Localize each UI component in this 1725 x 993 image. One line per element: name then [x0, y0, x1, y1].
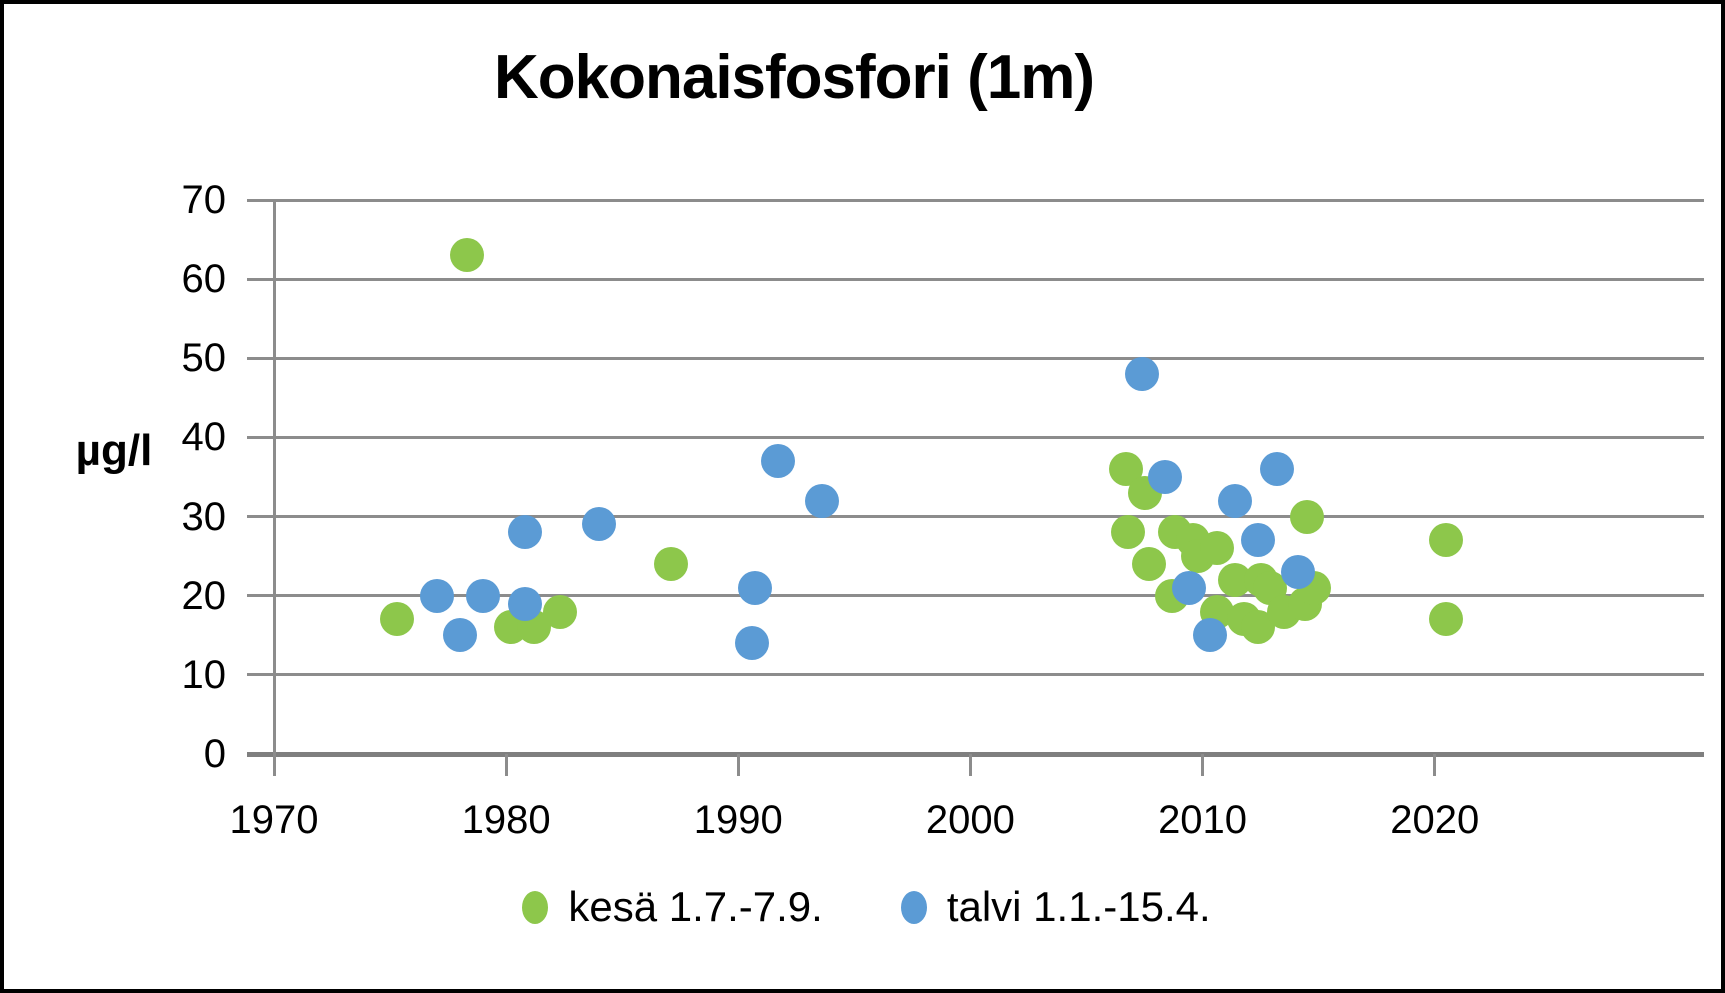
- x-tick-mark: [1201, 754, 1205, 776]
- gridline: [274, 198, 1704, 202]
- x-tick-mark: [736, 754, 740, 776]
- y-axis-line: [272, 200, 276, 757]
- data-point-kesa: [380, 602, 415, 637]
- gridline: [274, 435, 1704, 439]
- data-point-talvi: [737, 570, 772, 605]
- gridline: [274, 356, 1704, 360]
- data-point-kesa: [1132, 547, 1167, 582]
- data-point-talvi: [804, 483, 839, 518]
- y-tick-label: 70: [181, 178, 227, 222]
- gridline: [274, 594, 1704, 598]
- x-tick-label: 1970: [229, 798, 319, 842]
- data-point-kesa: [1111, 515, 1146, 550]
- gridline: [274, 515, 1704, 519]
- x-tick-mark: [1433, 754, 1437, 776]
- x-tick-label: 2010: [1158, 798, 1248, 842]
- data-point-talvi: [735, 626, 770, 661]
- y-tick-mark: [247, 515, 274, 519]
- kesa-series-marker-icon: [522, 890, 549, 924]
- data-point-talvi: [1171, 570, 1206, 605]
- y-axis-title: µg/l: [75, 426, 153, 475]
- data-point-talvi: [1148, 460, 1183, 494]
- data-point-talvi: [582, 507, 616, 542]
- data-point-talvi: [1280, 554, 1315, 589]
- data-point-kesa: [449, 238, 484, 273]
- y-tick-mark: [247, 673, 274, 677]
- legend-item-talvi: talvi 1.1.-15.4.: [900, 883, 1211, 930]
- legend-label-talvi: talvi 1.1.-15.4.: [946, 883, 1211, 930]
- gridline: [274, 673, 1704, 677]
- y-tick-mark: [247, 356, 274, 360]
- data-point-kesa: [653, 547, 688, 582]
- chart-title: Kokonaisfosfori (1m): [493, 43, 1095, 112]
- data-point-talvi: [1192, 618, 1227, 653]
- legend-label-kesa: kesä 1.7.-7.9.: [568, 883, 823, 930]
- x-tick-mark: [272, 754, 276, 776]
- x-tick-label: 2020: [1390, 798, 1480, 842]
- data-point-kesa: [1429, 602, 1464, 637]
- data-point-talvi: [760, 444, 795, 479]
- x-axis-line: [247, 751, 1704, 757]
- data-point-talvi: [507, 515, 542, 550]
- talvi-series-marker-icon: [900, 890, 927, 924]
- y-tick-mark: [247, 277, 274, 281]
- x-tick-label: 1980: [461, 798, 551, 842]
- data-point-kesa: [1429, 523, 1464, 558]
- y-tick-mark: [247, 435, 274, 439]
- data-point-kesa: [542, 594, 577, 629]
- y-tick-label: 30: [181, 494, 227, 539]
- data-point-kesa: [1199, 531, 1234, 566]
- y-tick-label: 40: [181, 415, 227, 460]
- y-tick-label: 60: [181, 257, 227, 302]
- x-tick-mark: [504, 754, 508, 776]
- y-tick-mark: [247, 594, 274, 598]
- data-point-talvi: [465, 578, 500, 613]
- data-point-talvi: [1218, 483, 1253, 518]
- data-point-kesa: [1290, 499, 1325, 534]
- data-point-talvi: [1259, 452, 1294, 487]
- legend-item-kesa: kesä 1.7.-7.9.: [522, 883, 823, 930]
- x-tick-mark: [968, 754, 972, 776]
- data-point-talvi: [1241, 523, 1276, 558]
- gridline: [274, 277, 1704, 281]
- y-tick-mark: [247, 198, 274, 202]
- data-point-talvi: [419, 578, 454, 613]
- y-tick-label: 0: [203, 732, 226, 776]
- x-tick-label: 1990: [693, 798, 783, 842]
- y-tick-label: 20: [181, 573, 227, 618]
- data-point-talvi: [507, 586, 542, 621]
- y-tick-label: 10: [181, 652, 227, 697]
- data-point-talvi: [1125, 357, 1160, 392]
- x-tick-label: 2000: [925, 798, 1015, 842]
- data-point-talvi: [442, 618, 477, 653]
- y-tick-label: 50: [181, 336, 227, 381]
- legend: kesä 1.7.-7.9. talvi 1.1.-15.4.: [4, 883, 1721, 930]
